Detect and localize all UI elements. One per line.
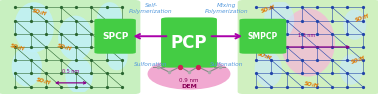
Text: DEM: DEM [181, 84, 197, 89]
FancyBboxPatch shape [94, 19, 136, 54]
Text: SO₃H: SO₃H [35, 77, 51, 85]
Text: SO₃H: SO₃H [10, 43, 26, 51]
Ellipse shape [264, 0, 294, 40]
Text: SPCP: SPCP [102, 32, 128, 41]
FancyBboxPatch shape [161, 17, 217, 68]
Text: SO₃H: SO₃H [57, 43, 73, 51]
Text: SO₃H: SO₃H [304, 81, 319, 88]
Text: SMPCP: SMPCP [248, 32, 278, 41]
Text: 1.3 nm: 1.3 nm [297, 33, 315, 38]
Ellipse shape [106, 42, 128, 70]
Text: SO₃H: SO₃H [260, 4, 276, 14]
FancyBboxPatch shape [0, 0, 140, 94]
Text: Mixing
Polymerization: Mixing Polymerization [205, 3, 249, 14]
Ellipse shape [147, 58, 231, 90]
Text: Sulfonation: Sulfonation [135, 62, 168, 67]
Ellipse shape [65, 58, 93, 94]
Text: PCP: PCP [171, 34, 207, 52]
Text: SO₃H: SO₃H [350, 56, 366, 65]
Ellipse shape [12, 47, 42, 86]
Text: Self-
Polymerization: Self- Polymerization [129, 3, 173, 14]
Ellipse shape [340, 54, 363, 85]
Ellipse shape [281, 8, 335, 77]
FancyBboxPatch shape [238, 0, 378, 94]
Text: 0.5 nm: 0.5 nm [62, 69, 80, 74]
Text: SO₃H: SO₃H [257, 51, 273, 61]
Ellipse shape [97, 2, 122, 34]
Text: SO₃H: SO₃H [32, 9, 47, 17]
Text: SO₃H: SO₃H [354, 13, 370, 23]
Ellipse shape [14, 2, 54, 52]
Text: Sulfonation: Sulfonation [210, 62, 243, 67]
FancyBboxPatch shape [239, 19, 286, 54]
Text: 0.9 nm: 0.9 nm [179, 78, 199, 83]
Ellipse shape [255, 52, 282, 87]
Ellipse shape [58, 16, 93, 60]
Ellipse shape [343, 9, 366, 40]
